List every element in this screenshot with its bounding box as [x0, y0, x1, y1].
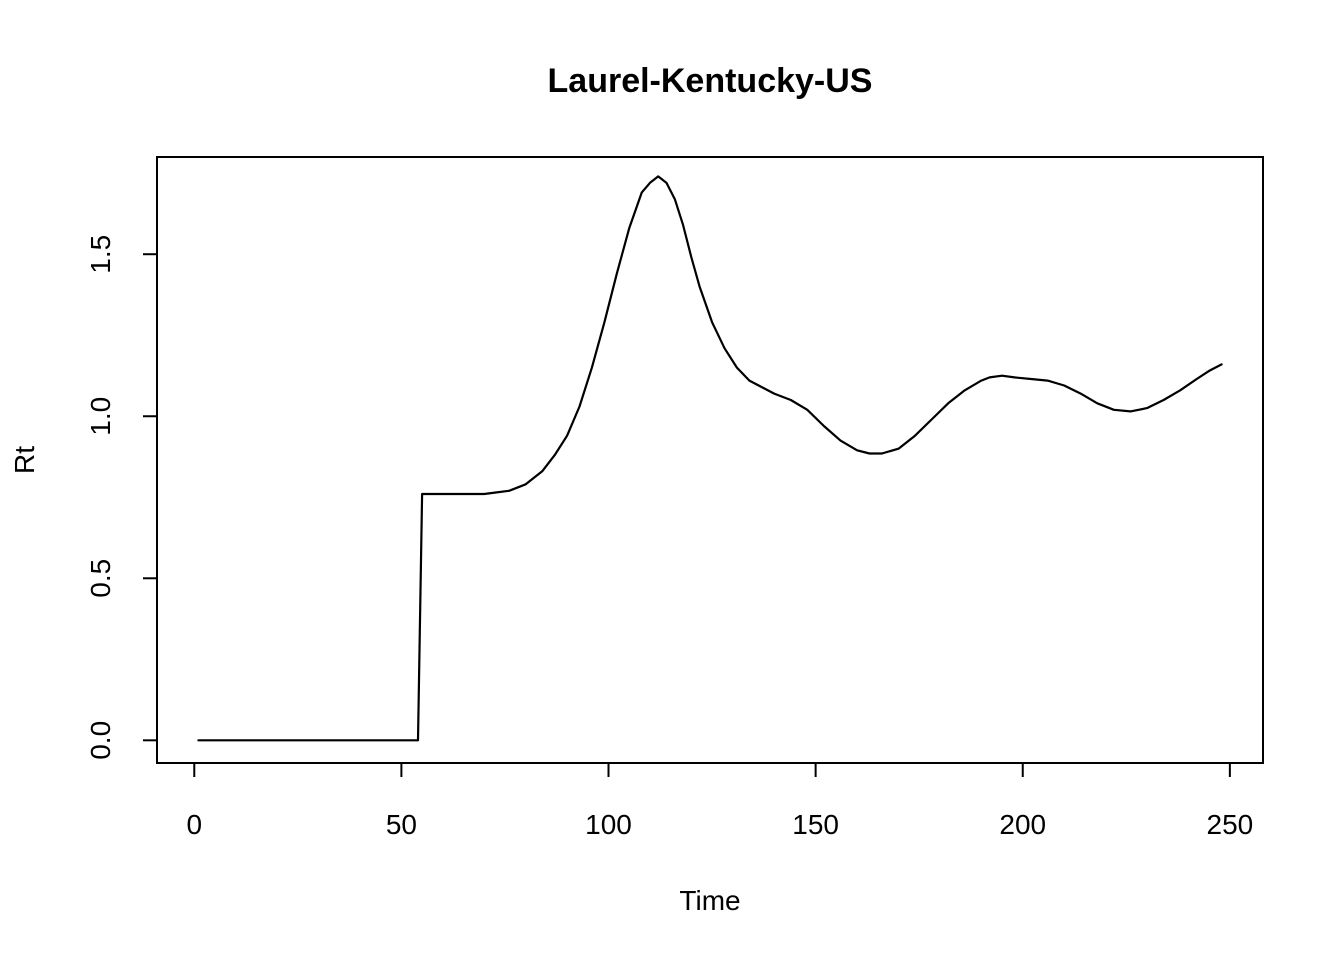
x-tick-label: 200 — [999, 809, 1046, 840]
x-tick-label: 100 — [585, 809, 632, 840]
y-axis-title: Rt — [9, 446, 40, 474]
y-tick-label: 1.0 — [85, 397, 116, 436]
x-tick-label: 50 — [386, 809, 417, 840]
rt-series-line — [197, 175, 1223, 742]
plot-area-frame — [156, 156, 1264, 764]
y-tick-label: 1.5 — [85, 235, 116, 274]
x-tick-label: 150 — [792, 809, 839, 840]
y-axis: 0.0 0.5 1.0 1.5 — [85, 235, 158, 760]
y-tick-label: 0.5 — [85, 559, 116, 598]
x-axis-title: Time — [679, 885, 740, 916]
x-tick-label: 250 — [1207, 809, 1254, 840]
x-tick-label: 0 — [186, 809, 202, 840]
chart-title: Laurel-Kentucky-US — [548, 62, 873, 100]
x-axis: 0 50 100 150 200 250 — [186, 762, 1254, 840]
y-tick-label: 0.0 — [85, 721, 116, 760]
